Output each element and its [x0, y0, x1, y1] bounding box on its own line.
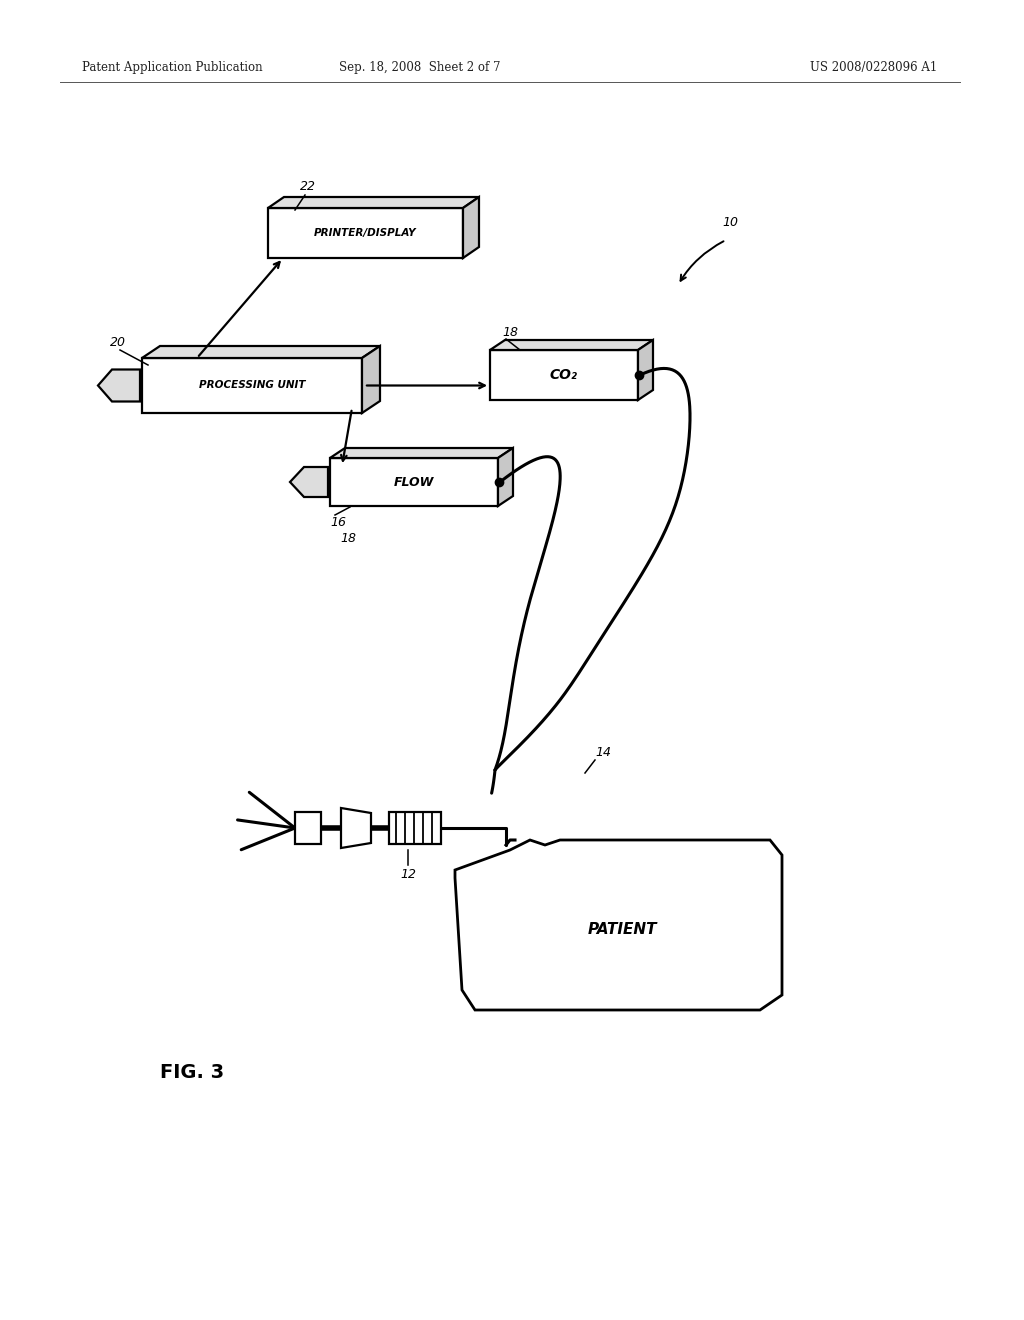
Polygon shape	[490, 341, 653, 350]
Text: 10: 10	[722, 215, 738, 228]
Text: 12: 12	[400, 869, 416, 882]
Text: Sep. 18, 2008  Sheet 2 of 7: Sep. 18, 2008 Sheet 2 of 7	[339, 62, 501, 74]
Polygon shape	[330, 447, 513, 458]
Polygon shape	[142, 358, 362, 413]
Text: 18: 18	[502, 326, 518, 338]
Text: 14: 14	[595, 746, 611, 759]
Text: 16: 16	[330, 516, 346, 528]
Text: 20: 20	[110, 337, 126, 350]
Text: PROCESSING UNIT: PROCESSING UNIT	[199, 380, 305, 391]
Text: FLOW: FLOW	[394, 475, 434, 488]
Polygon shape	[498, 447, 513, 506]
Polygon shape	[490, 350, 638, 400]
Text: 18: 18	[340, 532, 356, 544]
Polygon shape	[330, 458, 498, 506]
Polygon shape	[638, 341, 653, 400]
Polygon shape	[290, 467, 328, 498]
Polygon shape	[341, 808, 371, 847]
Text: 22: 22	[300, 181, 316, 194]
Text: FIG. 3: FIG. 3	[160, 1063, 224, 1081]
Text: Patent Application Publication: Patent Application Publication	[82, 62, 262, 74]
Polygon shape	[455, 840, 782, 1010]
Bar	[295, 812, 321, 843]
Polygon shape	[463, 197, 479, 257]
Text: US 2008/0228096 A1: US 2008/0228096 A1	[810, 62, 937, 74]
Polygon shape	[268, 197, 479, 209]
Polygon shape	[362, 346, 380, 413]
Bar	[389, 812, 441, 843]
Polygon shape	[268, 209, 463, 257]
Polygon shape	[98, 370, 140, 401]
Text: PATIENT: PATIENT	[587, 923, 656, 937]
Text: CO₂: CO₂	[550, 368, 578, 381]
Text: PRINTER/DISPLAY: PRINTER/DISPLAY	[314, 228, 417, 238]
Polygon shape	[142, 346, 380, 358]
